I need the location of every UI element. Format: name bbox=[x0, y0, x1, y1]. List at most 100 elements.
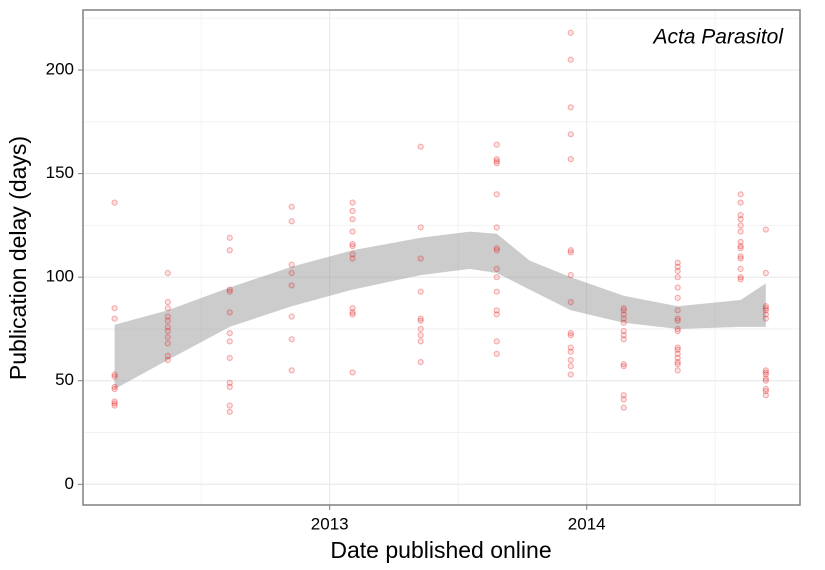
point bbox=[567, 348, 574, 355]
point bbox=[493, 350, 500, 357]
point bbox=[288, 367, 295, 374]
point bbox=[737, 228, 744, 235]
point bbox=[620, 319, 627, 326]
point bbox=[349, 199, 356, 206]
point bbox=[762, 387, 769, 395]
point bbox=[493, 338, 500, 345]
point bbox=[164, 269, 171, 277]
point bbox=[164, 323, 171, 330]
point bbox=[737, 216, 744, 223]
point bbox=[762, 305, 769, 312]
point bbox=[737, 265, 744, 272]
point bbox=[493, 265, 500, 272]
point bbox=[620, 332, 627, 339]
y-tick-label: 200 bbox=[46, 60, 74, 79]
point bbox=[762, 377, 769, 384]
point bbox=[349, 251, 356, 258]
point bbox=[674, 294, 681, 301]
point bbox=[349, 243, 356, 250]
y-tick-label: 50 bbox=[55, 370, 74, 389]
point bbox=[620, 315, 627, 322]
point bbox=[567, 329, 574, 337]
point bbox=[111, 315, 118, 322]
point bbox=[762, 303, 769, 310]
point bbox=[674, 361, 681, 368]
point bbox=[567, 156, 574, 163]
point bbox=[567, 247, 574, 254]
point bbox=[349, 240, 356, 248]
y-axis-title: Publication delay (days) bbox=[5, 136, 31, 380]
point bbox=[737, 222, 744, 229]
point bbox=[164, 305, 171, 312]
point bbox=[226, 288, 233, 295]
point bbox=[737, 245, 744, 252]
panel-border bbox=[82, 9, 801, 506]
point bbox=[226, 329, 233, 337]
point bbox=[493, 156, 500, 163]
point bbox=[620, 307, 627, 314]
point bbox=[737, 276, 744, 283]
point bbox=[288, 203, 295, 210]
point bbox=[226, 354, 233, 362]
point bbox=[674, 263, 681, 270]
point bbox=[349, 255, 356, 262]
point bbox=[674, 358, 681, 366]
point bbox=[620, 404, 627, 411]
point bbox=[762, 385, 769, 393]
point bbox=[288, 336, 295, 343]
marks bbox=[111, 29, 769, 415]
point bbox=[417, 338, 424, 345]
point bbox=[762, 269, 769, 277]
point bbox=[493, 307, 500, 314]
point bbox=[226, 402, 233, 409]
point bbox=[288, 313, 295, 320]
point bbox=[226, 408, 233, 415]
confidence-band bbox=[114, 231, 766, 389]
point bbox=[674, 259, 681, 266]
point bbox=[620, 336, 627, 343]
point bbox=[567, 332, 574, 339]
point bbox=[164, 327, 171, 335]
point bbox=[493, 274, 500, 281]
point bbox=[288, 218, 295, 225]
point bbox=[737, 253, 744, 260]
point bbox=[111, 398, 118, 405]
point bbox=[567, 356, 574, 364]
point bbox=[674, 307, 681, 314]
x-tick-label: 2014 bbox=[568, 514, 606, 533]
point bbox=[737, 211, 744, 219]
point bbox=[111, 305, 118, 312]
point bbox=[111, 385, 118, 393]
point bbox=[417, 315, 424, 322]
point bbox=[417, 224, 424, 231]
point bbox=[111, 400, 118, 407]
point bbox=[567, 29, 574, 36]
point bbox=[567, 371, 574, 378]
point bbox=[762, 375, 769, 382]
point bbox=[620, 396, 627, 403]
point bbox=[674, 346, 681, 353]
point bbox=[493, 160, 500, 167]
point bbox=[226, 247, 233, 254]
point bbox=[493, 311, 500, 318]
point bbox=[164, 356, 171, 364]
point bbox=[567, 131, 574, 138]
point bbox=[620, 361, 627, 368]
point bbox=[417, 325, 424, 333]
point bbox=[493, 141, 500, 148]
point bbox=[762, 311, 769, 318]
point bbox=[567, 363, 574, 370]
point bbox=[762, 315, 769, 322]
point bbox=[417, 358, 424, 366]
point bbox=[164, 317, 171, 324]
x-tick-label: 2013 bbox=[311, 514, 349, 533]
point bbox=[493, 247, 500, 254]
point bbox=[417, 317, 424, 324]
point bbox=[349, 228, 356, 235]
point bbox=[674, 274, 681, 281]
point bbox=[164, 298, 171, 306]
point bbox=[417, 255, 424, 262]
point bbox=[226, 338, 233, 345]
point bbox=[111, 373, 118, 380]
